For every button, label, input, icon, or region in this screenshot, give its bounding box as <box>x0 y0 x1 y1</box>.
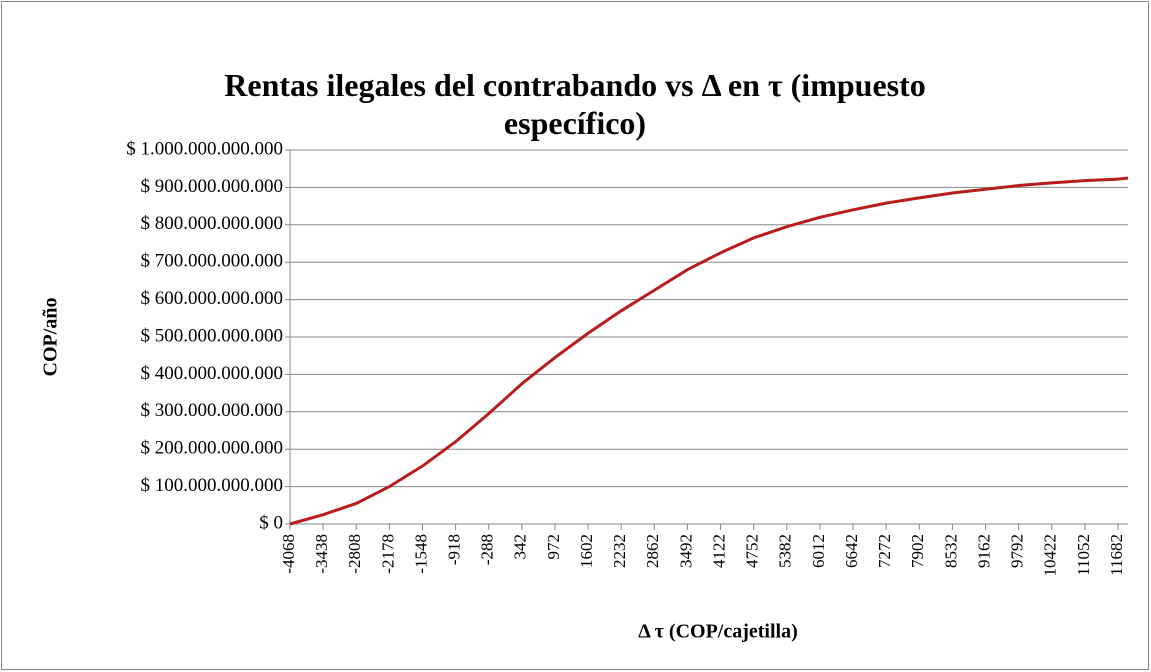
x-tick-label: 4752 <box>743 534 762 568</box>
x-tick-label: 9162 <box>974 534 993 568</box>
x-tick-label: 972 <box>544 534 563 560</box>
x-tick-label: 4122 <box>709 534 728 568</box>
y-tick-label: $ 1.000.000.000.000 <box>126 138 283 159</box>
x-tick-label: 11052 <box>1074 534 1093 576</box>
x-tick-label: 1602 <box>577 534 596 568</box>
x-tick-label: -2808 <box>345 534 364 574</box>
y-tick-label: $ 400.000.000.000 <box>141 363 284 384</box>
x-tick-label: 8532 <box>941 534 960 568</box>
x-tick-label: 9792 <box>1008 534 1027 568</box>
x-tick-label: 2862 <box>643 534 662 568</box>
y-tick-label: $ 500.000.000.000 <box>141 325 284 346</box>
y-tick-label: $ 900.000.000.000 <box>141 176 284 197</box>
x-tick-label: -3438 <box>312 534 331 574</box>
x-tick-label: 3492 <box>676 534 695 568</box>
y-tick-label: $ 600.000.000.000 <box>141 288 284 309</box>
x-tick-label: -1548 <box>411 534 430 574</box>
x-tick-label: 11682 <box>1107 534 1126 576</box>
x-tick-label: 10422 <box>1041 534 1060 577</box>
y-tick-label: $ 0 <box>259 512 283 533</box>
x-tick-label: 6012 <box>809 534 828 568</box>
y-tick-label: $ 300.000.000.000 <box>141 400 284 421</box>
y-axis-label: COP/año <box>40 298 62 377</box>
y-tick-label: $ 800.000.000.000 <box>141 213 284 234</box>
x-tick-label: 6642 <box>842 534 861 568</box>
chart-title: Rentas ilegales del contrabando vs Δ en … <box>224 67 926 141</box>
x-tick-label: -4068 <box>279 534 298 574</box>
x-tick-label: 2232 <box>610 534 629 568</box>
y-tick-label: $ 100.000.000.000 <box>141 475 284 496</box>
y-tick-label: $ 700.000.000.000 <box>141 251 284 272</box>
x-tick-label: -288 <box>478 534 497 565</box>
x-axis-label: Δ τ (COP/cajetilla) <box>638 621 798 643</box>
x-tick-label: -918 <box>445 534 464 565</box>
x-tick-label: -2178 <box>378 534 397 574</box>
data-line <box>289 176 1129 526</box>
x-tick-label: 5382 <box>776 534 795 568</box>
x-tick-label: 7272 <box>875 534 894 568</box>
x-tick-label: 342 <box>511 534 530 560</box>
x-tick-label: 7902 <box>908 534 927 568</box>
y-tick-label: $ 200.000.000.000 <box>141 438 284 459</box>
